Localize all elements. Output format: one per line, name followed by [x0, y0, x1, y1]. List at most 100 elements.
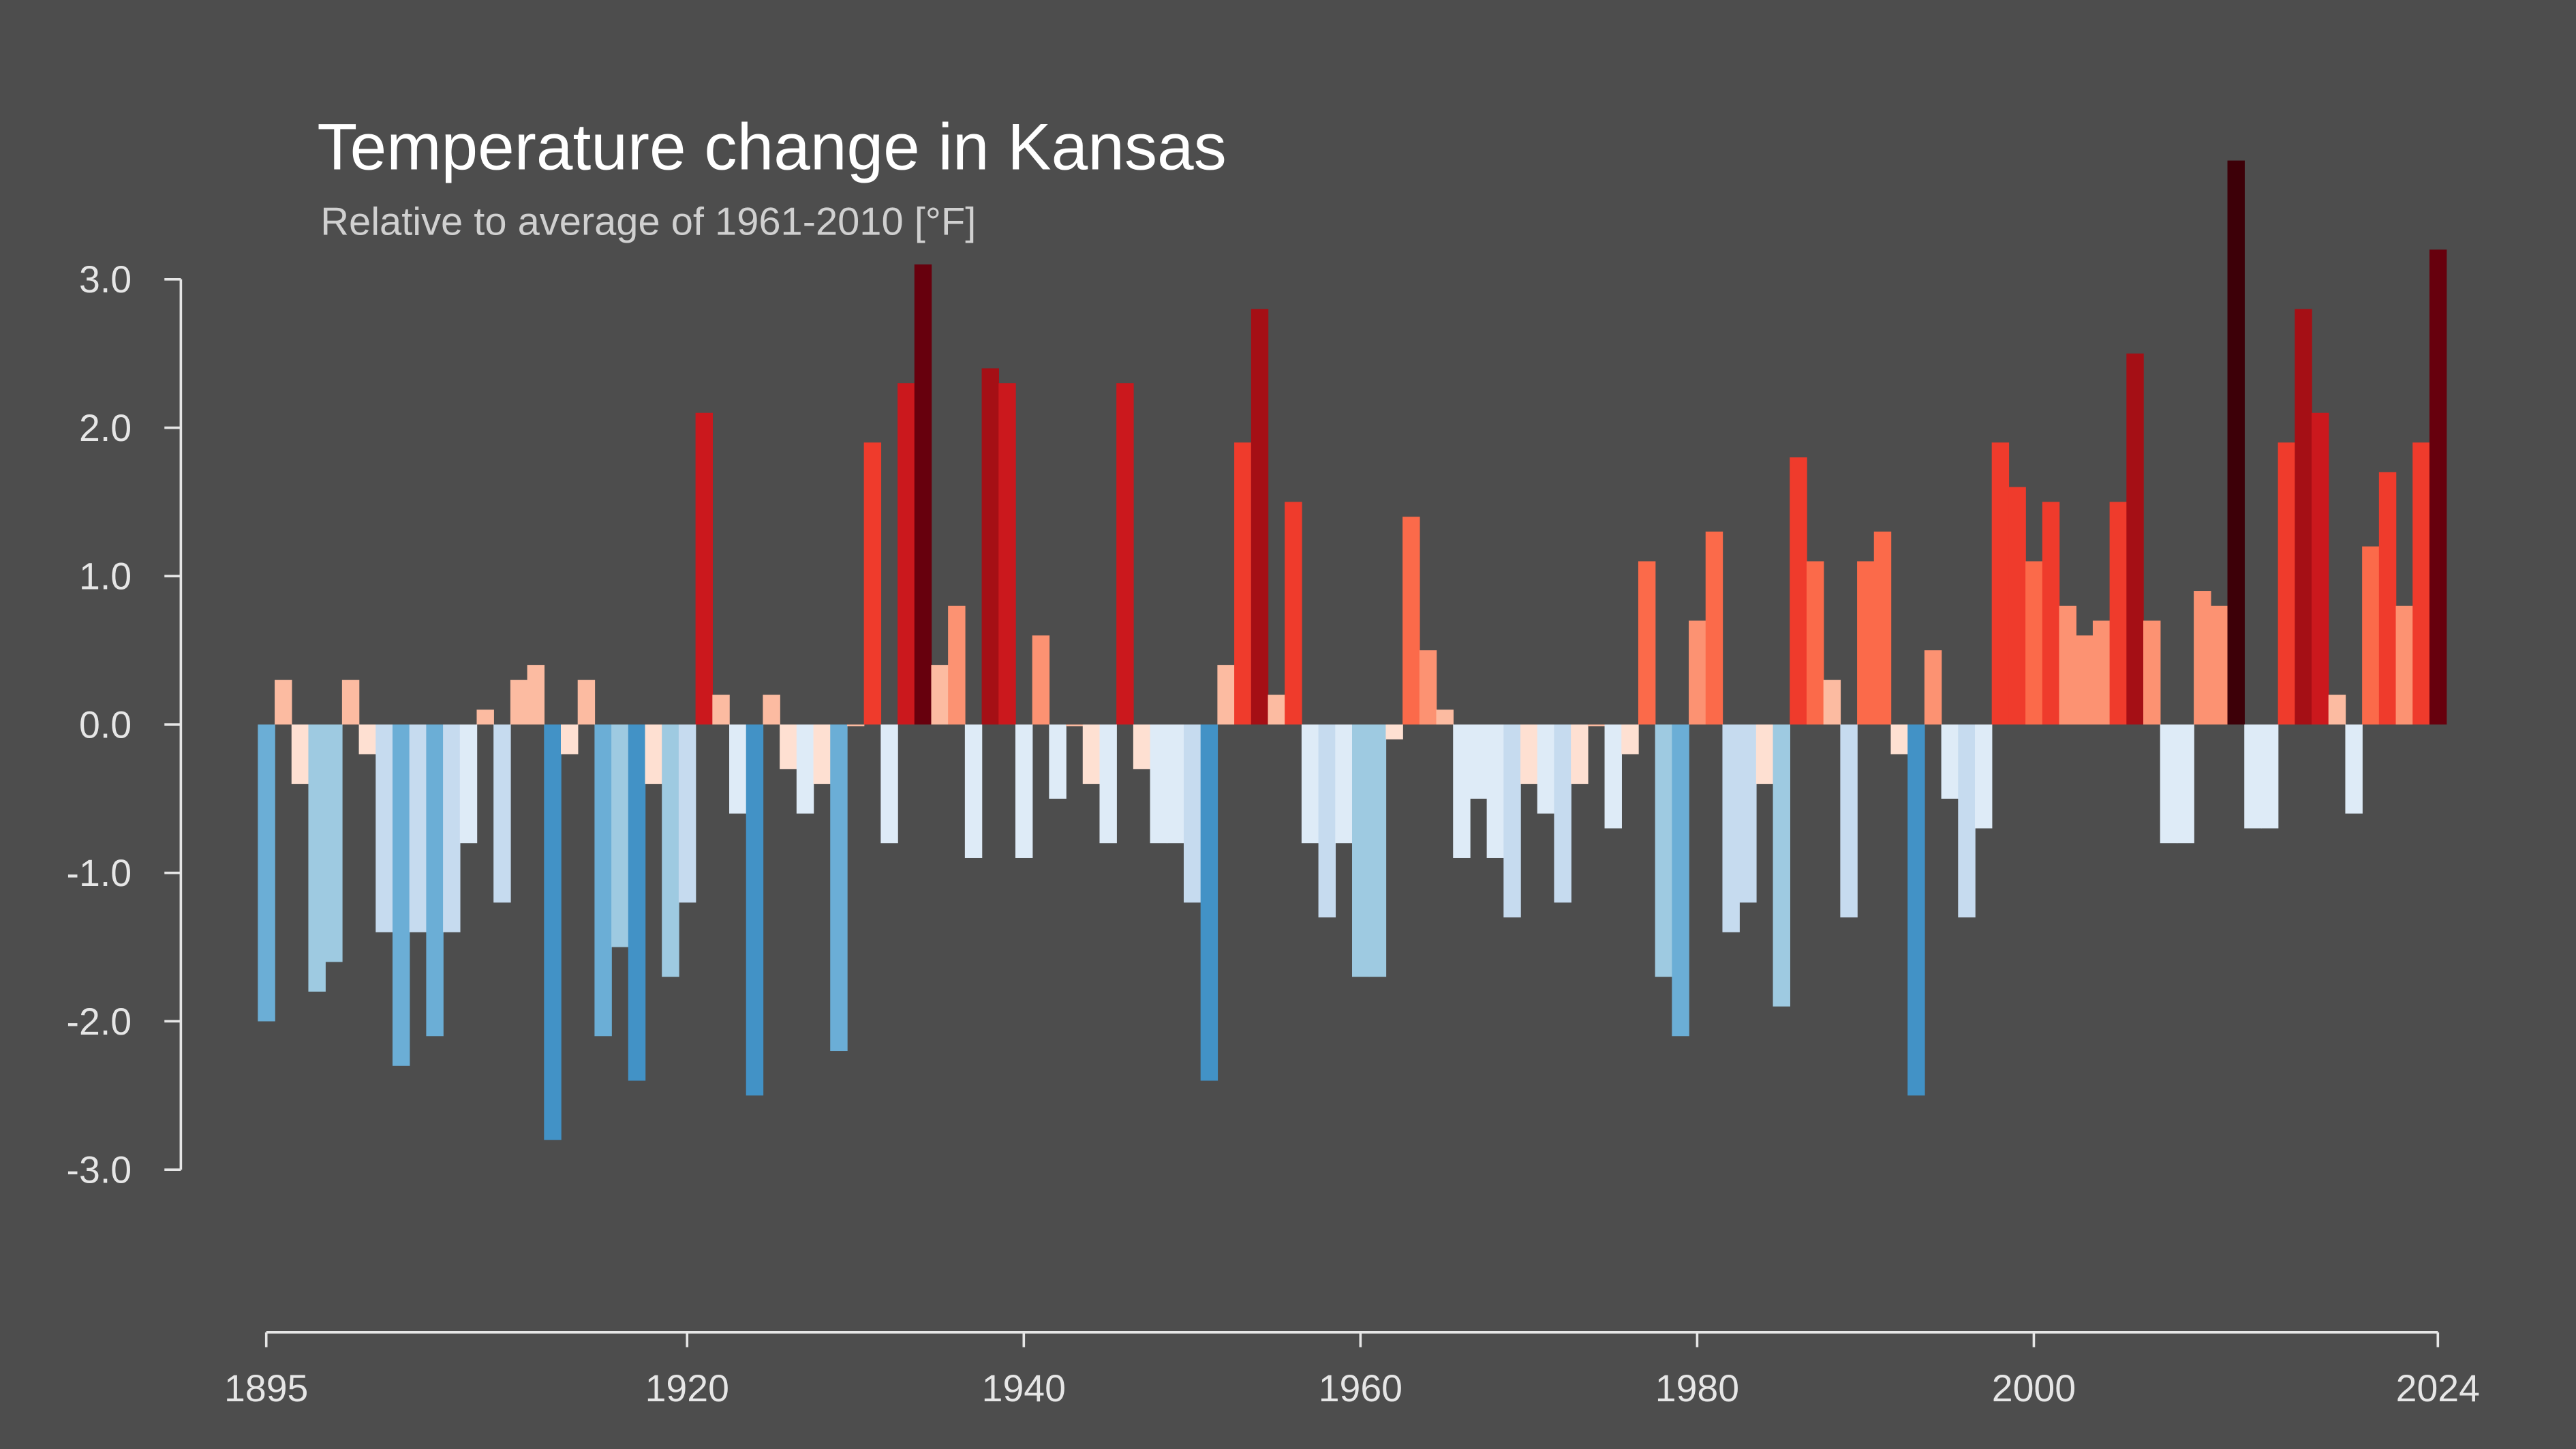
bar — [2143, 620, 2161, 724]
bar — [341, 680, 360, 724]
bar — [1520, 724, 1538, 784]
bar — [544, 724, 562, 1140]
y-tick-label: -3.0 — [67, 1149, 132, 1191]
bar — [1873, 531, 1892, 724]
bar — [780, 724, 797, 769]
bar — [2227, 160, 2245, 724]
bar — [2412, 442, 2430, 724]
bar — [2008, 487, 2026, 724]
bar — [1082, 724, 1101, 784]
bar — [2042, 502, 2060, 724]
chart-title: Temperature change in Kansas — [317, 110, 1226, 183]
bar — [2429, 249, 2447, 724]
bar — [358, 724, 376, 754]
bar — [1790, 457, 1807, 724]
bar — [1015, 724, 1033, 858]
bar — [2109, 502, 2128, 724]
bar — [1857, 561, 1875, 724]
bar — [1402, 517, 1420, 724]
bar — [1722, 724, 1740, 932]
bar — [1672, 724, 1689, 1037]
x-tick-label: 1980 — [1655, 1367, 1739, 1409]
y-tick-label: 0.0 — [79, 703, 132, 746]
bar — [392, 724, 410, 1066]
y-tick-label: 2.0 — [79, 407, 132, 449]
bar — [1469, 724, 1488, 799]
bar — [1486, 724, 1505, 858]
bar — [846, 724, 865, 727]
bar — [1116, 383, 1134, 724]
bar — [645, 724, 662, 784]
bar — [1890, 724, 1908, 754]
bar — [527, 665, 545, 724]
bar — [2126, 353, 2144, 724]
bar — [1739, 724, 1757, 903]
bar — [729, 724, 747, 814]
bar — [763, 695, 780, 724]
bar — [2378, 472, 2397, 724]
bar — [628, 724, 646, 1081]
bar — [1150, 724, 1168, 844]
bar — [2177, 724, 2194, 844]
bar — [1167, 724, 1184, 844]
bar — [258, 724, 275, 1022]
bar — [1554, 724, 1571, 903]
bar — [1941, 724, 1959, 799]
bar — [880, 724, 898, 844]
bar — [1368, 724, 1387, 977]
chart-subtitle: Relative to average of 1961-2010 [°F] — [320, 200, 976, 244]
bar — [981, 368, 999, 724]
x-tick-label: 1895 — [224, 1367, 308, 1409]
bar — [1503, 724, 1521, 918]
bar — [1301, 724, 1319, 844]
bar — [1318, 724, 1336, 918]
bar — [1049, 724, 1067, 799]
bar — [577, 680, 596, 724]
x-tick-label: 1940 — [982, 1367, 1066, 1409]
bar — [796, 724, 814, 814]
bar — [2025, 561, 2043, 724]
bar — [1419, 650, 1437, 724]
bar — [2194, 591, 2211, 724]
bar — [2210, 605, 2228, 724]
bar — [1689, 620, 1706, 724]
bar — [325, 724, 343, 962]
bar — [2059, 605, 2076, 724]
bar — [561, 724, 579, 754]
bar — [2260, 724, 2279, 829]
bar — [1755, 724, 1774, 784]
bar — [1183, 724, 1201, 903]
bar — [1335, 724, 1353, 844]
bar — [1268, 695, 1285, 724]
x-tick-label: 2024 — [2396, 1367, 2480, 1409]
y-tick-label: -2.0 — [67, 1001, 132, 1043]
bar — [1773, 724, 1790, 1007]
bar — [998, 383, 1016, 724]
bar — [964, 724, 983, 858]
bar — [1604, 724, 1622, 829]
bar — [1571, 724, 1589, 784]
bar — [2278, 442, 2296, 724]
y-tick-label: 3.0 — [79, 258, 132, 301]
bar — [1066, 724, 1084, 727]
bar — [678, 724, 696, 903]
bar — [2328, 695, 2346, 724]
bar — [2362, 546, 2380, 724]
bar — [594, 724, 612, 1037]
bar — [493, 724, 511, 903]
bar — [695, 412, 714, 724]
bar — [476, 710, 494, 724]
bar — [1436, 710, 1454, 724]
bar — [1234, 442, 1252, 724]
bar — [914, 264, 932, 724]
y-tick-label: -1.0 — [67, 852, 132, 894]
bar — [1655, 724, 1673, 977]
bar — [1099, 724, 1117, 844]
bar — [308, 724, 326, 992]
bar — [1806, 561, 1824, 724]
x-tick-label: 1960 — [1319, 1367, 1402, 1409]
bar — [2395, 605, 2413, 724]
bar — [291, 724, 309, 784]
bar — [1958, 724, 1976, 918]
